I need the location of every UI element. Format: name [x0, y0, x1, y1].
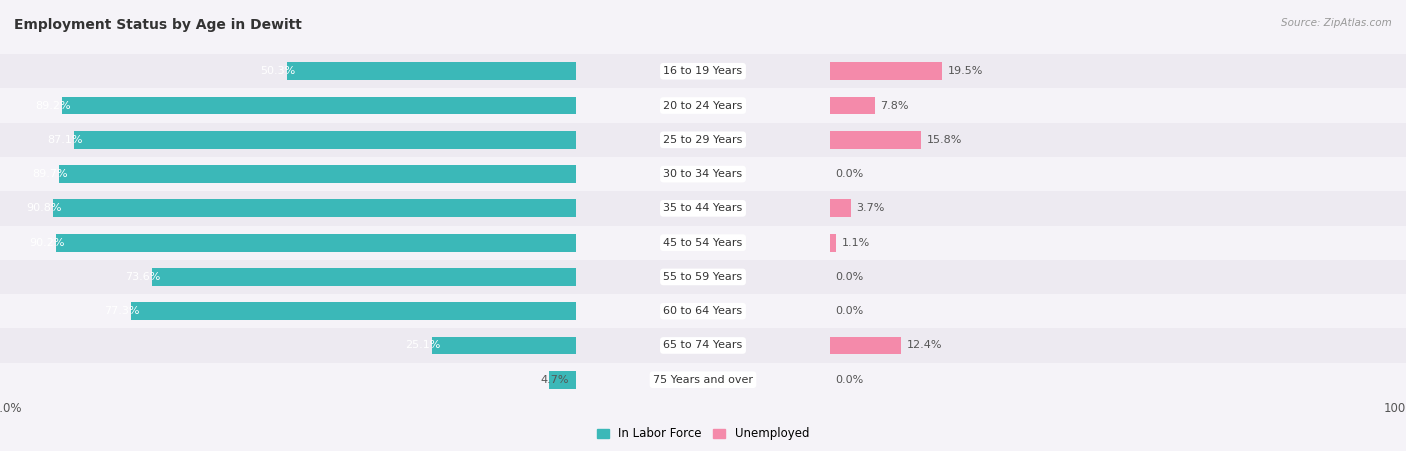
Bar	[0, 260, 576, 294]
Text: 0.0%: 0.0%	[835, 272, 863, 282]
Bar	[131, 302, 576, 320]
Bar	[62, 97, 576, 115]
Text: 55 to 59 Years: 55 to 59 Years	[664, 272, 742, 282]
Bar	[0, 88, 576, 123]
Text: 25 to 29 Years: 25 to 29 Years	[664, 135, 742, 145]
Bar	[56, 234, 576, 252]
Bar	[576, 328, 830, 363]
Text: 19.5%: 19.5%	[948, 66, 983, 76]
Bar	[0, 157, 576, 191]
Text: 0.0%: 0.0%	[835, 169, 863, 179]
Bar	[0, 123, 576, 157]
Text: 60 to 64 Years: 60 to 64 Years	[664, 306, 742, 316]
Text: 15.8%: 15.8%	[927, 135, 962, 145]
Bar	[830, 191, 1406, 226]
Bar	[830, 88, 1406, 123]
Text: 4.7%: 4.7%	[541, 375, 569, 385]
Bar	[576, 294, 830, 328]
Bar	[0, 226, 576, 260]
Bar	[830, 199, 851, 217]
Text: 0.0%: 0.0%	[835, 306, 863, 316]
Text: 12.4%: 12.4%	[907, 341, 942, 350]
Bar	[576, 88, 830, 123]
Text: 73.6%: 73.6%	[125, 272, 160, 282]
Text: Source: ZipAtlas.com: Source: ZipAtlas.com	[1281, 18, 1392, 28]
Text: 1.1%: 1.1%	[842, 238, 870, 248]
Bar	[0, 191, 576, 226]
Text: 90.8%: 90.8%	[27, 203, 62, 213]
Bar	[576, 226, 830, 260]
Text: 89.7%: 89.7%	[32, 169, 67, 179]
Text: 90.2%: 90.2%	[30, 238, 65, 248]
Legend: In Labor Force, Unemployed: In Labor Force, Unemployed	[592, 423, 814, 445]
Bar	[576, 363, 830, 397]
Bar	[53, 199, 576, 217]
Bar	[0, 363, 576, 397]
Bar	[152, 268, 576, 286]
Text: 0.0%: 0.0%	[835, 375, 863, 385]
Bar	[75, 131, 576, 149]
Bar	[550, 371, 576, 389]
Bar	[432, 336, 576, 354]
Bar	[0, 328, 576, 363]
Bar	[830, 157, 1406, 191]
Bar	[576, 260, 830, 294]
Bar	[576, 157, 830, 191]
Bar	[287, 62, 576, 80]
Bar	[576, 54, 830, 88]
Bar	[830, 97, 875, 115]
Text: 20 to 24 Years: 20 to 24 Years	[664, 101, 742, 110]
Text: 50.3%: 50.3%	[260, 66, 295, 76]
Text: 77.3%: 77.3%	[104, 306, 139, 316]
Bar	[59, 165, 576, 183]
Text: 7.8%: 7.8%	[880, 101, 908, 110]
Bar	[830, 62, 942, 80]
Bar	[830, 363, 1406, 397]
Bar	[830, 234, 837, 252]
Bar	[0, 294, 576, 328]
Text: 35 to 44 Years: 35 to 44 Years	[664, 203, 742, 213]
Bar	[0, 54, 576, 88]
Text: 65 to 74 Years: 65 to 74 Years	[664, 341, 742, 350]
Text: 45 to 54 Years: 45 to 54 Years	[664, 238, 742, 248]
Text: Employment Status by Age in Dewitt: Employment Status by Age in Dewitt	[14, 18, 302, 32]
Text: 25.1%: 25.1%	[405, 341, 440, 350]
Bar	[830, 131, 921, 149]
Text: 16 to 19 Years: 16 to 19 Years	[664, 66, 742, 76]
Text: 87.1%: 87.1%	[48, 135, 83, 145]
Bar	[576, 191, 830, 226]
Bar	[830, 294, 1406, 328]
Bar	[830, 336, 901, 354]
Text: 89.2%: 89.2%	[35, 101, 70, 110]
Bar	[830, 54, 1406, 88]
Bar	[576, 123, 830, 157]
Bar	[830, 260, 1406, 294]
Text: 30 to 34 Years: 30 to 34 Years	[664, 169, 742, 179]
Bar	[830, 328, 1406, 363]
Bar	[830, 123, 1406, 157]
Text: 75 Years and over: 75 Years and over	[652, 375, 754, 385]
Bar	[830, 226, 1406, 260]
Text: 3.7%: 3.7%	[856, 203, 884, 213]
